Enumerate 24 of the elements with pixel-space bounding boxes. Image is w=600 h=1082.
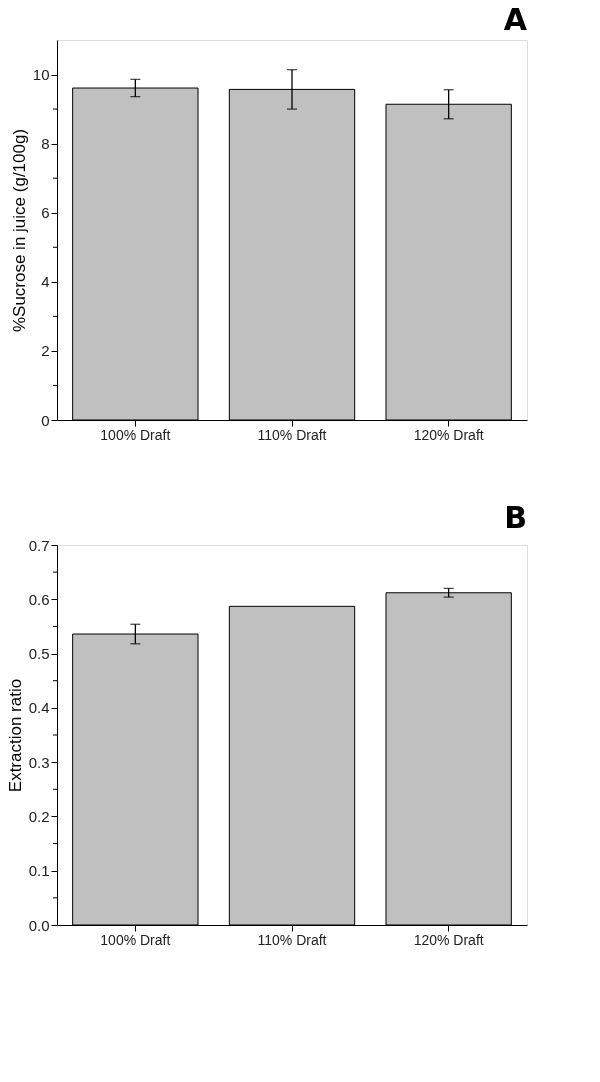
- x-tick-label: 100% Draft: [100, 426, 171, 443]
- y-tick-label: 0: [41, 411, 50, 429]
- y-tick-label: 10: [32, 66, 50, 84]
- y-tick-label: 0.1: [28, 862, 50, 880]
- y-tick-label: 0.2: [28, 807, 50, 825]
- y-tick-label: 4: [41, 273, 50, 291]
- y-tick-label: 0.7: [28, 536, 50, 554]
- chart-title: A: [503, 2, 528, 37]
- y-tick-label: 0.3: [28, 753, 50, 771]
- y-tick-label: 6: [41, 204, 50, 222]
- x-tick-label: 110% Draft: [257, 931, 327, 948]
- y-tick-label: 0.0: [28, 916, 50, 934]
- y-tick-label: 0.4: [28, 699, 50, 717]
- x-tick-label: 120% Draft: [413, 931, 484, 948]
- y-axis-title: Extraction ratio: [5, 678, 25, 793]
- y-tick-label: 0.6: [28, 590, 50, 608]
- y-tick-label: 2: [41, 342, 50, 360]
- x-tick-label: 120% Draft: [413, 426, 484, 443]
- chart-title: B: [504, 500, 527, 535]
- y-tick-label: 8: [41, 135, 50, 153]
- x-tick-label: 110% Draft: [257, 426, 327, 443]
- x-tick-label: 100% Draft: [100, 931, 171, 948]
- y-axis-title: %Sucrose in juice (g/100g): [9, 128, 29, 333]
- y-tick-label: 0.5: [28, 645, 50, 663]
